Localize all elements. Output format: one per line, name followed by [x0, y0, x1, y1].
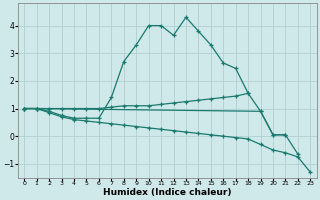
X-axis label: Humidex (Indice chaleur): Humidex (Indice chaleur): [103, 188, 232, 197]
